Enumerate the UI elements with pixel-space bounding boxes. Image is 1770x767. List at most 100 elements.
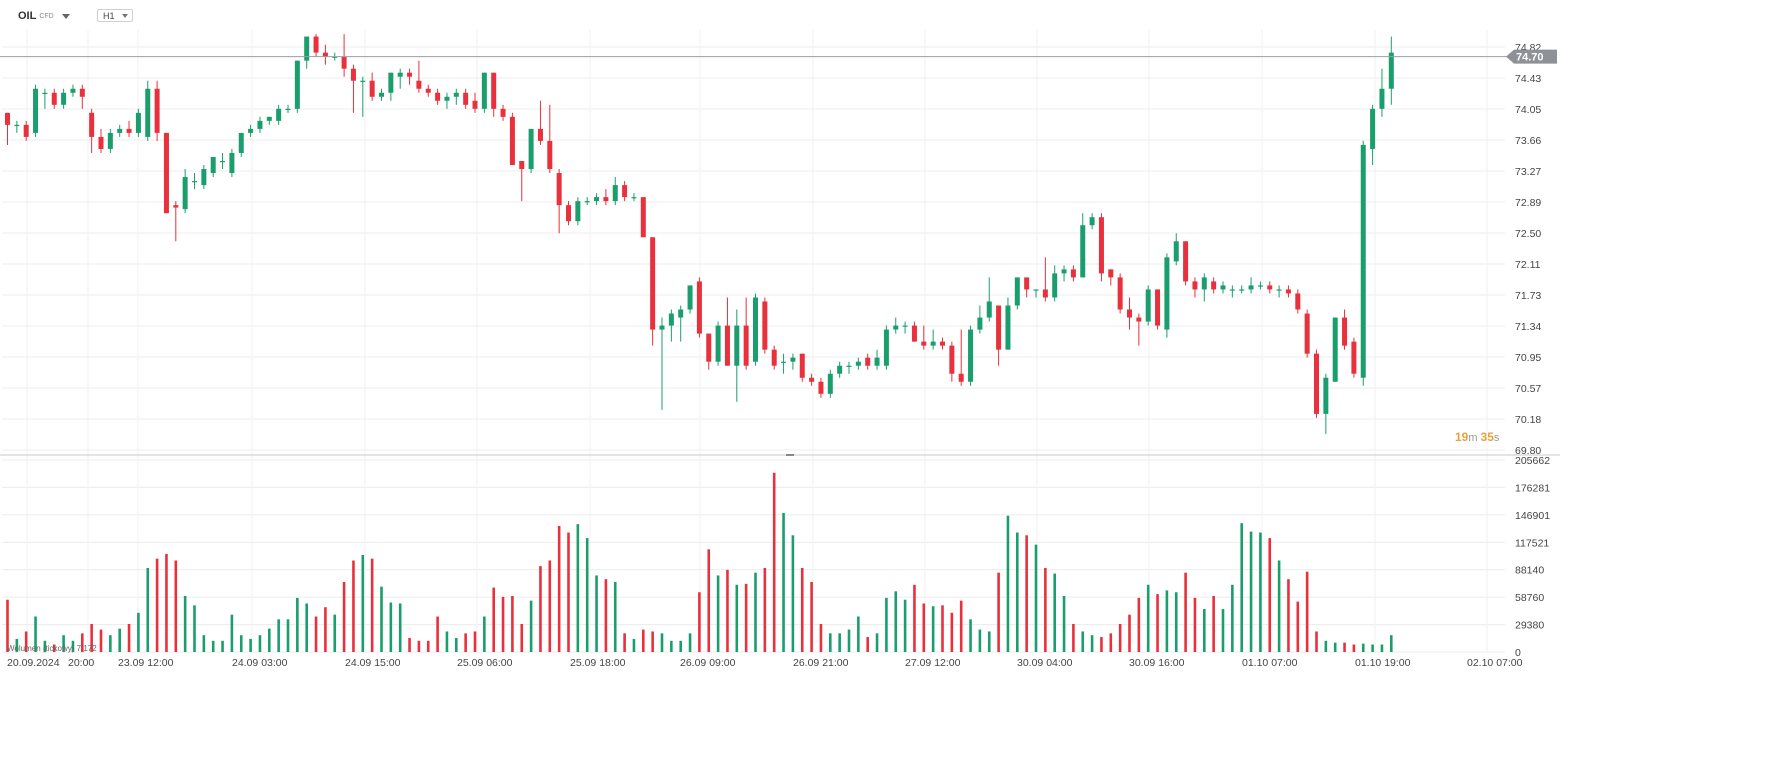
candle-body <box>285 108 291 111</box>
time-tick-label: 24.09 03:00 <box>232 657 288 669</box>
candle-body <box>1005 305 1011 350</box>
volume-bar <box>913 584 916 652</box>
candle-body <box>379 92 384 97</box>
time-tick-label: 26.09 21:00 <box>793 657 849 669</box>
candle-body <box>444 96 450 101</box>
price-tick-label: 71.73 <box>1515 290 1541 302</box>
timeframe-select[interactable]: H1 <box>97 9 133 22</box>
candle-body <box>182 177 188 210</box>
candle-body <box>1145 289 1151 322</box>
volume-bar <box>716 575 720 652</box>
volume-bar <box>492 587 495 652</box>
time-tick-label: 30.09 16:00 <box>1129 657 1185 669</box>
price-tick-label: 72.89 <box>1515 197 1541 209</box>
volume-bar <box>1053 573 1056 652</box>
candle-body <box>958 373 964 382</box>
volume-tick-label: 176281 <box>1515 482 1550 494</box>
volume-bar <box>1305 571 1309 652</box>
candle-body <box>1342 317 1348 346</box>
candle-body <box>201 169 207 186</box>
countdown-seconds-unit: s <box>1493 432 1500 444</box>
volume-bar <box>1062 595 1066 652</box>
candle-body <box>509 116 515 166</box>
candle-body <box>154 88 160 133</box>
volume-bar <box>782 512 785 652</box>
candle-body <box>996 305 1002 350</box>
volume-bar <box>1221 609 1225 652</box>
volume-bar <box>62 635 65 652</box>
volume-bar <box>885 597 888 652</box>
candle-body <box>809 377 815 382</box>
volume-bar <box>6 599 9 652</box>
volume-bar <box>1184 572 1187 652</box>
time-tick-label: 02.10 07:00 <box>1467 657 1523 669</box>
price-tick-label: 70.18 <box>1515 414 1541 426</box>
volume-bar <box>557 525 561 652</box>
candle-body <box>631 197 637 199</box>
volume-bar <box>1240 523 1243 652</box>
volume-bar <box>174 560 178 652</box>
volume-bar <box>34 616 37 652</box>
volume-bar <box>1371 644 1374 652</box>
candle-body <box>1136 317 1142 322</box>
candle-body <box>968 329 974 382</box>
candle-body <box>70 88 76 93</box>
candle-body <box>837 365 843 374</box>
candle-body <box>61 92 67 105</box>
price-tick-label: 74.05 <box>1515 104 1541 116</box>
candle-body <box>1267 285 1273 290</box>
candle-body <box>425 88 431 93</box>
volume-bar <box>1324 640 1328 652</box>
volume-bar <box>698 592 701 652</box>
candle-body <box>1173 241 1179 262</box>
volume-bar <box>24 631 28 652</box>
price-tick-label: 72.11 <box>1515 259 1541 271</box>
volume-bar <box>473 631 477 652</box>
candle-body <box>14 124 20 127</box>
volume-bar <box>1268 538 1272 652</box>
chevron-down-icon[interactable] <box>61 13 70 19</box>
volume-bar <box>43 640 47 652</box>
candle-body <box>893 325 899 330</box>
candle-body <box>42 92 48 94</box>
candle-body <box>883 329 889 366</box>
symbol-type: CFD <box>39 12 54 20</box>
price-tick-label: 70.57 <box>1515 383 1541 395</box>
candle-body <box>145 88 151 137</box>
candle-body <box>257 120 263 129</box>
candle-body <box>1098 217 1104 274</box>
volume-bar <box>165 553 168 652</box>
candle-body <box>360 80 366 82</box>
volume-bar <box>1203 609 1206 652</box>
volume-tick-label: 29380 <box>1515 620 1544 632</box>
time-tick-label: 23.09 12:00 <box>118 657 174 669</box>
volume-bar <box>155 558 159 652</box>
volume-bar <box>660 633 664 652</box>
volume-bar <box>352 560 355 652</box>
candle-body <box>874 357 880 366</box>
candle-body <box>715 325 721 362</box>
volume-bar <box>127 623 131 652</box>
candle-body <box>986 301 992 318</box>
candle-body <box>1183 241 1189 282</box>
volume-bar <box>483 616 486 652</box>
volume-bar <box>791 535 795 652</box>
volume-bar <box>707 549 711 652</box>
volume-bar <box>959 600 963 652</box>
candle-body <box>566 205 571 222</box>
volume-bar <box>819 623 823 652</box>
volume-bar <box>417 640 421 652</box>
candle-body <box>491 72 497 109</box>
volume-bar <box>613 581 617 652</box>
price-tick-label: 73.66 <box>1515 135 1541 147</box>
volume-bar <box>1212 595 1215 652</box>
candle-body <box>5 112 10 125</box>
candle-body <box>556 173 562 206</box>
candle-body <box>210 156 216 174</box>
volume-bar <box>277 619 280 652</box>
volume-bar <box>15 638 19 652</box>
volume-bar <box>1361 643 1365 652</box>
candle-body <box>1201 277 1207 290</box>
symbol-selector[interactable]: OIL CFD <box>18 10 70 22</box>
